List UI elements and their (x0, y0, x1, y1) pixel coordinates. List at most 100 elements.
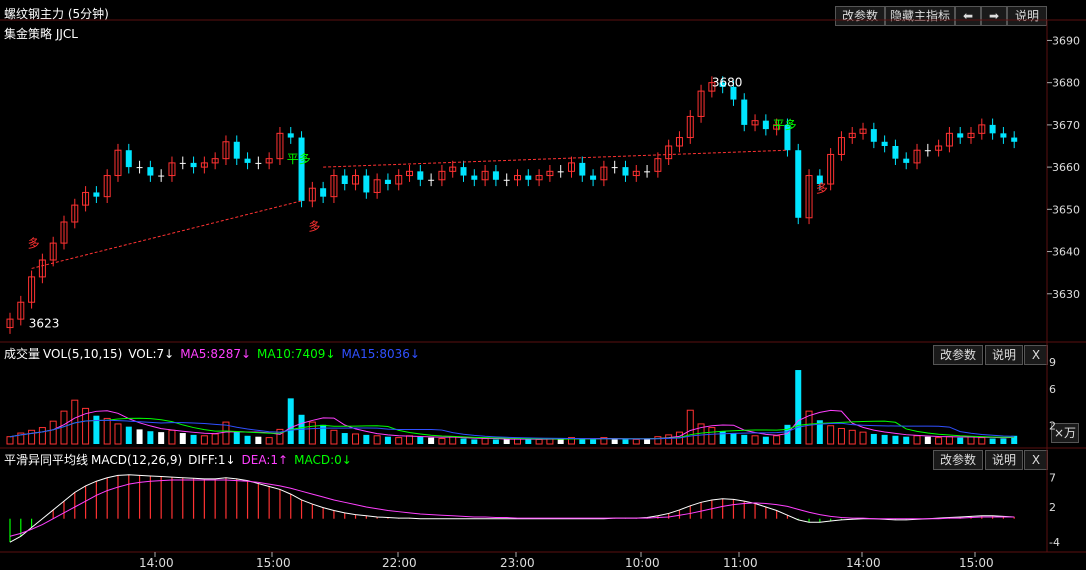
candle-body (460, 167, 467, 176)
volume-bar (870, 433, 877, 444)
time-tick-label: 22:00 (382, 556, 417, 570)
volume-bar (935, 437, 943, 445)
volume-bar (686, 409, 694, 445)
candle-body (978, 124, 986, 134)
candle-body (1011, 137, 1018, 142)
time-tick-label: 10:00 (625, 556, 660, 570)
volume-bar (352, 433, 360, 445)
candle-body (546, 170, 554, 177)
prev-arrow-icon[interactable]: ⬅ (955, 6, 981, 26)
volume-bar (751, 435, 759, 445)
volume-bar (320, 424, 327, 444)
candle-body (935, 145, 943, 151)
candle-body (859, 128, 867, 134)
candle-body (686, 115, 694, 139)
volume-bar (579, 438, 586, 444)
volume-bar (622, 438, 629, 444)
price-tick-label: 3640 (1052, 246, 1080, 259)
volume-bar (330, 429, 338, 445)
candle-body (125, 150, 132, 168)
vol-value: VOL:7↓ (128, 347, 175, 361)
volume-bar (600, 437, 608, 445)
candle-body (233, 141, 240, 159)
ma10-value: MA10:7409↓ (257, 347, 336, 361)
volume-bar (967, 436, 975, 445)
candle-body (200, 162, 208, 168)
candle-body (1000, 133, 1007, 138)
volume-bar (665, 434, 673, 445)
strategy-line (323, 149, 788, 168)
price-tick-label: 3680 (1052, 77, 1080, 90)
volume-bar (255, 436, 262, 444)
candle-body (913, 149, 921, 164)
volume-bar (93, 415, 100, 444)
volume-bar (471, 439, 478, 444)
low-price-label: 3623 (29, 316, 60, 330)
candle-body (525, 175, 532, 180)
volume-bar (244, 435, 251, 444)
volume-bar (38, 427, 46, 445)
candle-body (967, 132, 975, 139)
volume-bar (881, 434, 888, 444)
dea-line (9, 479, 1015, 537)
volume-params-button[interactable]: 改参数 (933, 345, 983, 365)
ma15-line (9, 419, 1015, 440)
candle-body (449, 166, 457, 172)
volume-bar (395, 437, 403, 445)
volume-bar (363, 434, 370, 444)
volume-bar (222, 421, 230, 445)
volume-bar (341, 433, 348, 444)
volume-bar (989, 438, 996, 444)
volume-tick-label: 9 (1049, 356, 1056, 369)
next-arrow-icon[interactable]: ➡ (981, 6, 1007, 26)
candle-body (384, 179, 391, 184)
candle-body (330, 175, 338, 198)
ma10-line (9, 417, 1015, 440)
volume-bar (428, 437, 435, 444)
volume-bar (924, 436, 931, 444)
candle-body (945, 132, 953, 147)
candle-body (632, 170, 640, 177)
candle-body (71, 204, 79, 223)
volume-bar (49, 420, 57, 445)
candle-body (168, 162, 176, 177)
volume-bar (567, 437, 575, 445)
candle-body (567, 162, 575, 172)
candle-body (957, 133, 964, 138)
macd-params-button[interactable]: 改参数 (933, 450, 983, 470)
macd-tick-label: -4 (1049, 536, 1060, 549)
candle-body (373, 179, 381, 193)
candle-body (903, 158, 910, 163)
signal-label: 多 (28, 236, 40, 250)
candle-body (255, 162, 262, 164)
macd-help-button[interactable]: 说明 (985, 450, 1023, 470)
candle-body (60, 221, 68, 244)
candle-body (136, 167, 143, 169)
candle-body (708, 82, 716, 92)
candle-body (17, 301, 25, 320)
volume-help-button[interactable]: 说明 (985, 345, 1023, 365)
candle-body (848, 132, 856, 139)
candle-body (352, 175, 360, 185)
candle-body (298, 137, 305, 201)
candle-body (82, 191, 90, 206)
volume-bar (158, 432, 165, 444)
time-tick-label: 23:00 (500, 556, 535, 570)
diff-line (9, 474, 1015, 543)
candle-body (675, 137, 683, 147)
candle-body (320, 188, 327, 197)
volume-bar (762, 436, 769, 444)
candle-body (741, 99, 748, 125)
candle-body (417, 171, 424, 180)
candle-body (6, 318, 14, 329)
candle-body (428, 179, 435, 181)
volume-bar (945, 436, 953, 445)
volume-bar (28, 429, 36, 445)
candle-body (406, 170, 414, 177)
price-tick-label: 3630 (1052, 288, 1080, 301)
macd-spec: MACD(12,26,9) (91, 453, 183, 467)
time-tick-label: 14:00 (846, 556, 881, 570)
volume-bar (730, 433, 737, 444)
candle-body (514, 175, 521, 181)
